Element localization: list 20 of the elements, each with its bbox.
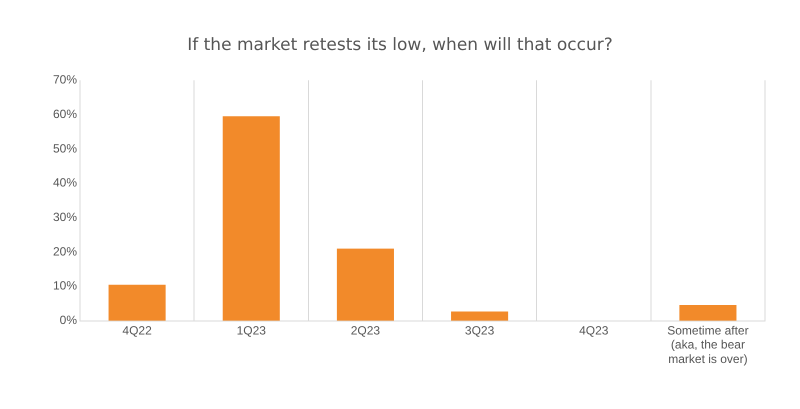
x-tick-label: 3Q23 [464, 323, 495, 338]
x-tick-label: Sometime after (aka, the bear market is over) [667, 323, 749, 366]
y-tick-label: 20% [52, 244, 78, 258]
chart-title: If the market retests its low, when will that occur? [186, 35, 614, 55]
bar [336, 248, 394, 321]
bar [451, 312, 508, 321]
y-tick-label: 60% [52, 106, 78, 121]
x-tick-label: 4Q23 [579, 323, 609, 338]
x-tick-label: 4Q22 [122, 323, 152, 338]
bar [222, 116, 280, 321]
bar [679, 304, 736, 321]
y-tick-label: 30% [52, 210, 78, 224]
y-tick-label: 0% [60, 313, 78, 328]
y-tick-label: 70% [52, 72, 78, 87]
bar [108, 284, 166, 321]
x-tick-label: 2Q23 [350, 323, 380, 338]
y-tick-label: 50% [52, 141, 78, 156]
y-tick-label: 40% [52, 176, 78, 190]
x-tick-label: 1Q23 [236, 323, 266, 338]
y-tick-label: 10% [52, 278, 78, 293]
